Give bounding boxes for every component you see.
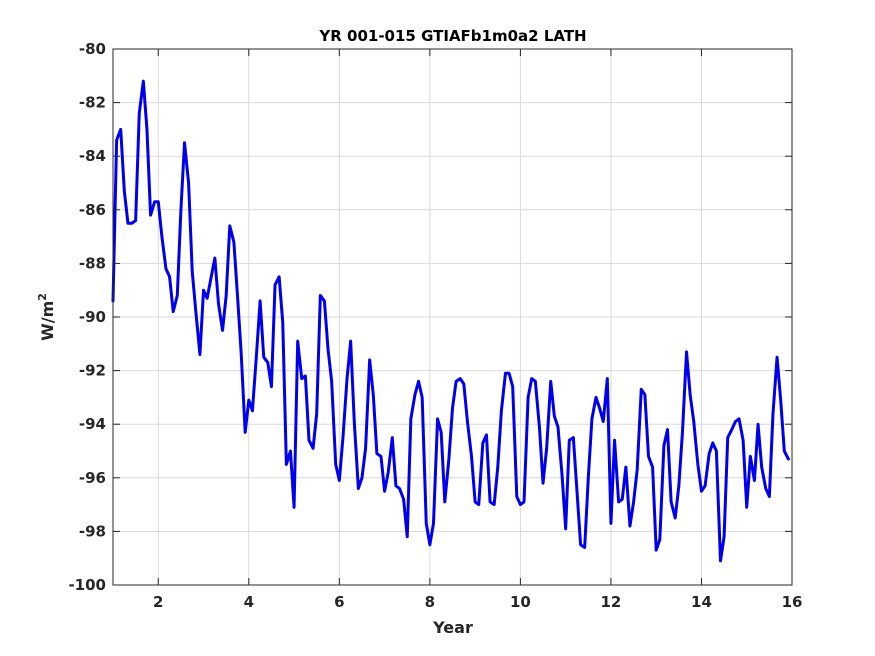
y-tick-labels: -80 -82 -84 -86 -88 -90 -92 -94 -96 -98 -100	[68, 40, 106, 594]
x-tick-label: 2	[153, 593, 163, 611]
x-tick-label: 16	[782, 593, 803, 611]
x-axis-label: Year	[432, 618, 473, 637]
y-tick-label: -94	[79, 415, 106, 433]
x-tick-label: 8	[425, 593, 435, 611]
y-axis-label-superscript: 2	[36, 293, 49, 301]
y-tick-label: -90	[79, 308, 106, 326]
x-tick-label: 6	[334, 593, 344, 611]
y-axis-label-base: W/m	[38, 301, 57, 341]
series-line	[111, 79, 790, 563]
y-tick-label: -88	[79, 254, 106, 272]
tick-marks	[113, 48, 793, 586]
series-layer	[111, 79, 790, 563]
x-tick-label: 10	[510, 593, 531, 611]
y-tick-label: -92	[79, 362, 106, 380]
y-axis-label: W/m2	[36, 293, 57, 341]
grid-lines	[113, 49, 792, 585]
y-tick-label: -82	[79, 94, 106, 112]
y-tick-label: -80	[79, 40, 106, 58]
x-tick-labels: 2 4 6 8 10 12 14 16	[153, 593, 802, 611]
y-tick-label: -84	[79, 147, 106, 165]
y-tick-label: -96	[79, 469, 106, 487]
x-tick-label: 4	[244, 593, 254, 611]
y-tick-label: -86	[79, 201, 106, 219]
x-tick-label: 14	[691, 593, 712, 611]
chart-title: YR 001-015 GTIAFb1m0a2 LATH	[318, 27, 586, 45]
x-tick-label: 12	[600, 593, 621, 611]
y-tick-label: -100	[68, 576, 106, 594]
y-tick-label: -98	[79, 522, 106, 540]
